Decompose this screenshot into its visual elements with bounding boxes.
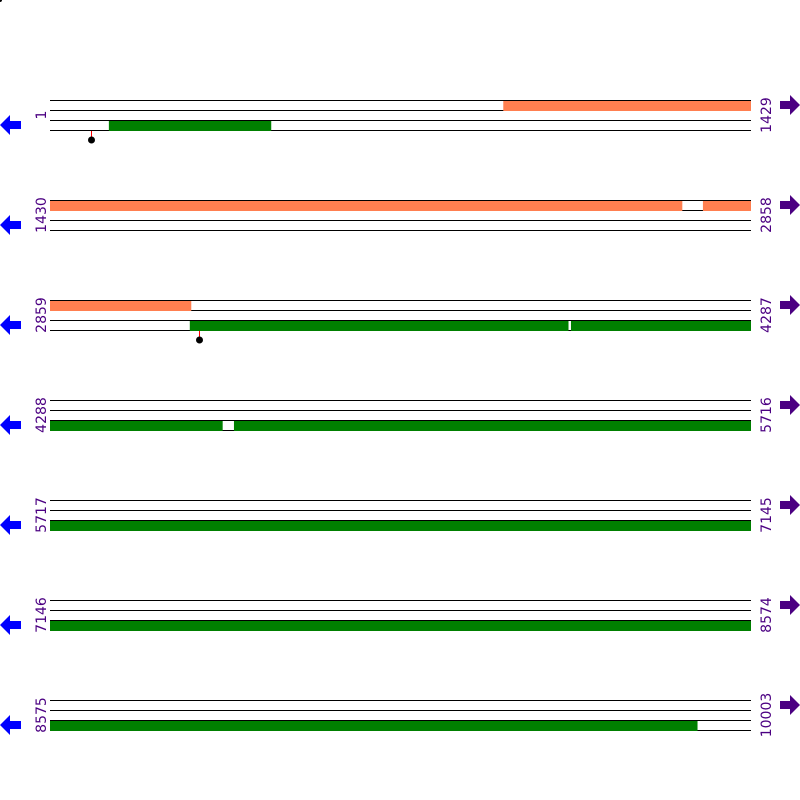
- arrow-right-icon[interactable]: [780, 695, 800, 715]
- arrow-right-icon[interactable]: [780, 595, 800, 615]
- arrow-right-icon[interactable]: [780, 495, 800, 515]
- end-position-label: 2858: [759, 197, 775, 233]
- frame-green-segment: [189, 321, 569, 331]
- frame-green-segment: [50, 721, 698, 731]
- frame-orange-segment: [702, 201, 751, 211]
- sequence-row: 1430 2858: [0, 195, 800, 235]
- sequence-row: 2859 4287: [0, 295, 800, 344]
- sequence-row: 4288 5716: [0, 395, 800, 435]
- arrow-right-icon[interactable]: [780, 395, 800, 415]
- end-position-label: 7145: [759, 497, 775, 533]
- sequence-row: 8575 10003: [0, 693, 800, 738]
- arrow-left-icon[interactable]: [0, 415, 21, 435]
- start-position-label: 4288: [34, 397, 50, 433]
- frame-green-segment: [50, 421, 223, 431]
- start-position-label: 1: [34, 111, 50, 120]
- end-position-label: 8574: [759, 597, 775, 633]
- frame-green-segment: [233, 421, 752, 431]
- marker-dot: [196, 336, 203, 344]
- arrow-left-icon[interactable]: [0, 515, 21, 535]
- frame-green-segment: [108, 121, 272, 131]
- start-position-label: 2859: [34, 297, 50, 333]
- end-position-label: 4287: [759, 297, 775, 333]
- arrow-left-icon[interactable]: [0, 215, 21, 235]
- arrow-left-icon[interactable]: [0, 615, 21, 635]
- sequence-row: 1 1429: [0, 95, 800, 144]
- end-position-label: 1429: [759, 97, 775, 133]
- sequence-row: 5717 7145: [0, 495, 800, 535]
- frame-green-segment: [50, 521, 751, 531]
- arrow-right-icon[interactable]: [780, 95, 800, 115]
- frame-orange-segment: [503, 101, 751, 111]
- start-position-label: 1430: [34, 197, 50, 233]
- start-position-label: 7146: [34, 597, 50, 633]
- frame-orange-segment: [50, 201, 683, 211]
- arrow-right-icon[interactable]: [780, 295, 800, 315]
- arrow-left-icon[interactable]: [0, 715, 21, 735]
- frame-orange-segment: [50, 301, 192, 311]
- sequence-row: 7146 8574: [0, 595, 800, 635]
- arrow-left-icon[interactable]: [0, 115, 21, 135]
- arrow-right-icon[interactable]: [780, 195, 800, 215]
- end-position-label: 5716: [759, 397, 775, 433]
- start-position-label: 5717: [34, 497, 50, 533]
- frame-green-segment: [570, 321, 751, 331]
- corner-dot: [0, 0, 2, 2]
- arrow-left-icon[interactable]: [0, 315, 21, 335]
- frame-green-segment: [50, 621, 751, 631]
- start-position-label: 8575: [34, 697, 50, 733]
- marker-dot: [88, 136, 95, 144]
- end-position-label: 10003: [759, 693, 775, 738]
